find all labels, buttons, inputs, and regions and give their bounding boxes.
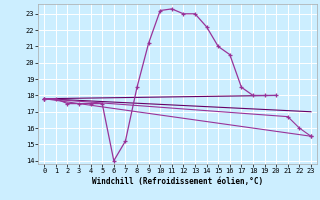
X-axis label: Windchill (Refroidissement éolien,°C): Windchill (Refroidissement éolien,°C)	[92, 177, 263, 186]
